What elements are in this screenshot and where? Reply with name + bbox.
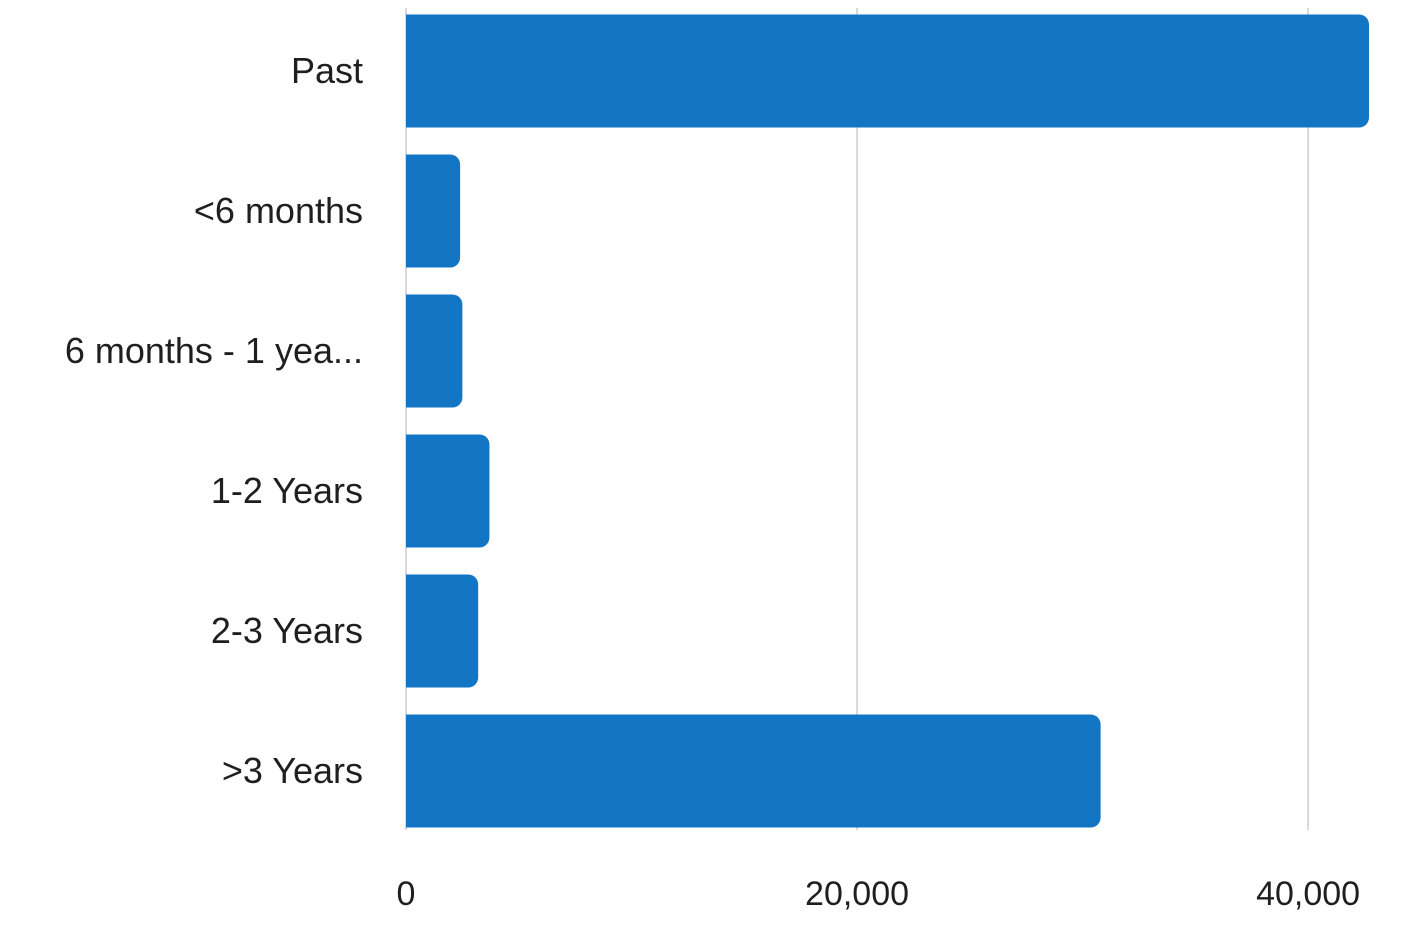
bar-3-years[interactable]: [406, 714, 1101, 828]
category-label-3-years: >3 Years: [222, 750, 363, 791]
category-label-2-3-years: 2-3 Years: [211, 610, 363, 651]
bar-past[interactable]: [406, 14, 1369, 128]
bar-base-2-3-years: [406, 574, 418, 688]
bar-6-months-1-yea[interactable]: [406, 294, 463, 408]
bar-2-3-years[interactable]: [406, 574, 479, 688]
bars: [406, 14, 1369, 828]
category-label-past: Past: [291, 50, 363, 91]
category-label-6-months-1-yea: 6 months - 1 yea...: [65, 330, 363, 371]
bar-6-months[interactable]: [406, 154, 461, 268]
category-label-6-months: <6 months: [194, 190, 363, 231]
x-tick-label-0: 0: [397, 875, 416, 913]
bar-base-1-2-years: [406, 434, 418, 548]
bar-base-6-months-1-yea: [406, 294, 418, 408]
bar-base-3-years: [406, 714, 418, 828]
bar-1-2-years[interactable]: [406, 434, 490, 548]
category-label-1-2-years: 1-2 Years: [211, 470, 363, 511]
bar-base-6-months: [406, 154, 418, 268]
bar-base-past: [406, 14, 418, 128]
x-tick-label-20-000: 20,000: [805, 875, 909, 913]
gridlines: [405, 8, 1310, 830]
category-labels: Past <6 months 6 months - 1 yea... 1-2 Year…: [65, 50, 363, 791]
x-tick-label-40-000: 40,000: [1256, 875, 1360, 913]
x-axis-tick-labels: 0 20,000 40,000: [397, 875, 1361, 913]
